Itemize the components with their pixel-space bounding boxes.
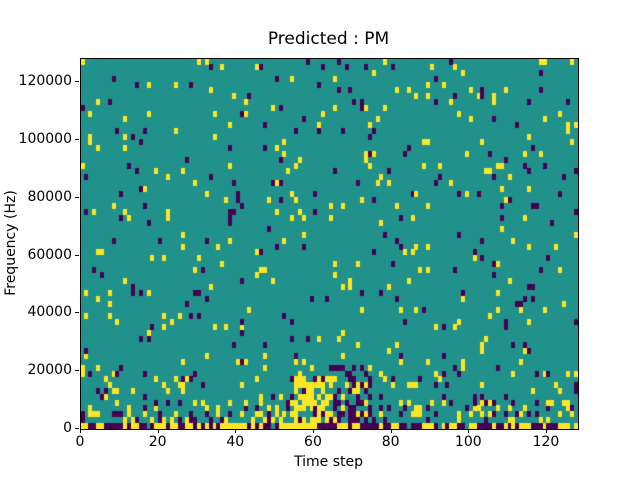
x-tick-mark xyxy=(235,429,237,433)
y-tick-label: 40000 xyxy=(27,304,72,321)
y-tick-label: 60000 xyxy=(27,246,72,263)
x-axis-label: Time step xyxy=(294,454,363,470)
x-tick-mark xyxy=(157,429,159,433)
x-tick-mark xyxy=(468,429,470,433)
y-tick-mark xyxy=(75,196,79,198)
x-tick-mark xyxy=(545,429,547,433)
x-tick-label: 40 xyxy=(226,434,245,450)
x-tick-mark xyxy=(390,429,392,433)
x-tick-label: 80 xyxy=(381,434,400,450)
y-tick-mark xyxy=(75,312,79,314)
plot-area xyxy=(80,58,579,430)
chart-title: Predicted : PM xyxy=(267,29,390,49)
y-tick-mark xyxy=(75,138,79,140)
x-tick-mark xyxy=(312,429,314,433)
y-tick-mark xyxy=(75,81,79,83)
y-tick-mark xyxy=(75,428,79,429)
y-tick-label: 0 xyxy=(63,420,72,436)
heatmap-canvas xyxy=(81,59,578,429)
y-tick-label: 100000 xyxy=(18,130,72,147)
y-tick-label: 80000 xyxy=(27,188,72,205)
x-tick-label: 20 xyxy=(148,434,167,450)
x-tick-label: 60 xyxy=(304,434,322,450)
y-tick-mark xyxy=(75,254,79,256)
y-tick-mark xyxy=(75,370,79,372)
y-tick-label: 20000 xyxy=(27,362,72,379)
y-tick-label: 120000 xyxy=(18,73,72,90)
x-tick-label: 100 xyxy=(454,434,482,450)
x-tick-label: 0 xyxy=(75,434,85,450)
x-tick-mark xyxy=(80,429,81,433)
y-axis-label: Frequency (Hz) xyxy=(3,190,19,296)
x-tick-label: 120 xyxy=(532,434,560,450)
